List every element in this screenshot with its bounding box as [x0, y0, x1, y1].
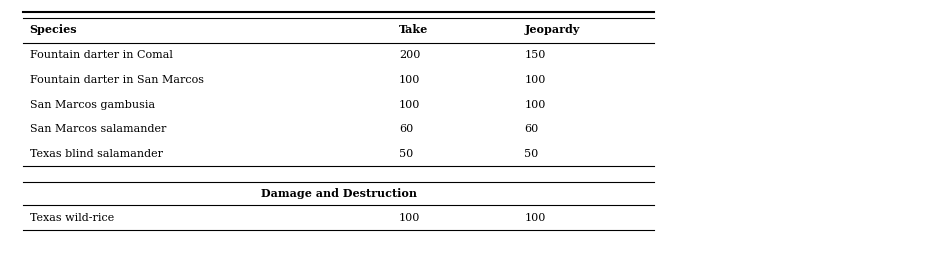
Text: 150: 150	[524, 50, 545, 60]
Text: 100: 100	[399, 100, 420, 110]
Text: 100: 100	[524, 100, 545, 110]
Text: San Marcos salamander: San Marcos salamander	[30, 124, 166, 134]
Text: 60: 60	[524, 124, 538, 134]
Text: Take: Take	[399, 24, 428, 35]
Text: Texas wild-rice: Texas wild-rice	[30, 213, 114, 223]
Text: Jeopardy: Jeopardy	[524, 24, 579, 35]
Text: 50: 50	[524, 149, 538, 159]
Text: 50: 50	[399, 149, 413, 159]
Text: 200: 200	[399, 50, 420, 60]
Text: 100: 100	[524, 213, 545, 223]
Text: Texas blind salamander: Texas blind salamander	[30, 149, 162, 159]
Text: 100: 100	[524, 75, 545, 85]
Text: 100: 100	[399, 213, 420, 223]
Text: Fountain darter in Comal: Fountain darter in Comal	[30, 50, 172, 60]
Text: San Marcos gambusia: San Marcos gambusia	[30, 100, 155, 110]
Text: 60: 60	[399, 124, 413, 134]
Text: 100: 100	[399, 75, 420, 85]
Text: Damage and Destruction: Damage and Destruction	[260, 188, 416, 199]
Text: Species: Species	[30, 24, 77, 35]
Text: Fountain darter in San Marcos: Fountain darter in San Marcos	[30, 75, 204, 85]
